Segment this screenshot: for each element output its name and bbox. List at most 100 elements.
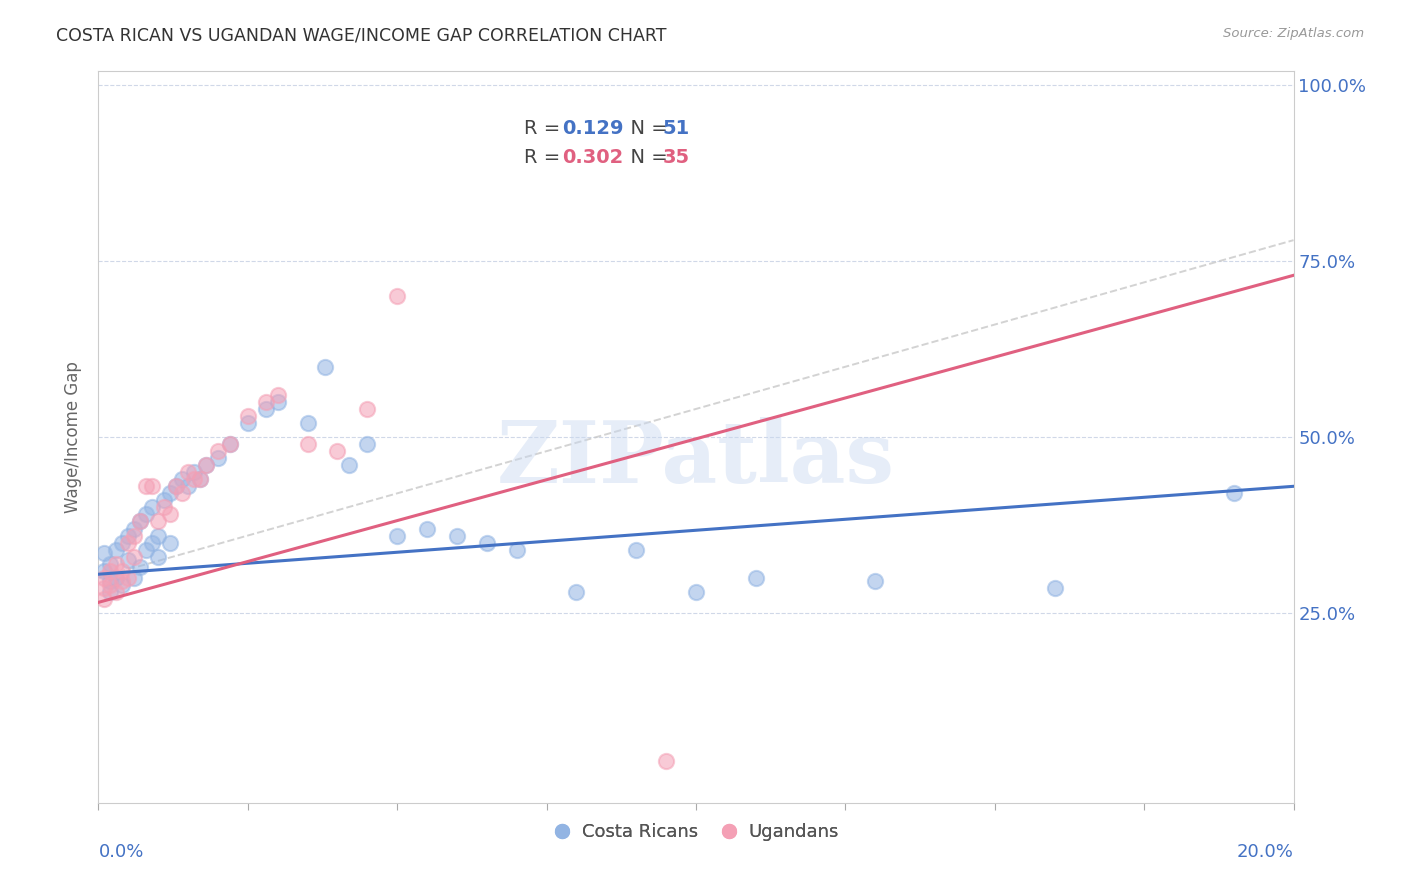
Point [124, 549, 146, 564]
Text: N =: N = [619, 119, 675, 138]
Point [339, 458, 361, 473]
Text: COSTA RICAN VS UGANDAN WAGE/INCOME GAP CORRELATION CHART: COSTA RICAN VS UGANDAN WAGE/INCOME GAP C… [56, 27, 666, 45]
Point [98, 584, 122, 599]
Point [236, 409, 259, 423]
Point [326, 444, 349, 458]
Point [159, 486, 181, 500]
Point [93, 546, 115, 560]
Text: 20.0%: 20.0% [1237, 843, 1294, 861]
Point [93, 564, 115, 578]
Point [177, 479, 200, 493]
Point [506, 542, 529, 557]
Point [98, 574, 122, 589]
Point [195, 458, 218, 473]
Point [129, 515, 152, 529]
Point [153, 493, 176, 508]
Point [297, 416, 319, 430]
Point [117, 528, 139, 542]
Point [111, 578, 134, 592]
Point [117, 553, 139, 567]
Text: ZIPatlas: ZIPatlas [496, 417, 896, 501]
Point [685, 584, 707, 599]
Point [188, 472, 211, 486]
Point [129, 515, 152, 529]
Point [177, 465, 200, 479]
Point [254, 401, 277, 416]
Text: 0.129: 0.129 [562, 119, 624, 138]
Point [565, 584, 588, 599]
Point [207, 451, 229, 466]
Point [148, 515, 170, 529]
Point [105, 584, 128, 599]
Point [219, 437, 242, 451]
Point [475, 535, 498, 549]
Point [93, 571, 115, 585]
Point [98, 557, 122, 571]
Point [254, 395, 277, 409]
Point [129, 560, 152, 574]
Point [356, 401, 378, 416]
Point [385, 528, 409, 542]
Point [267, 388, 290, 402]
Point [124, 528, 146, 542]
Point [98, 564, 122, 578]
Point [356, 437, 378, 451]
Point [385, 289, 409, 303]
Point [297, 437, 319, 451]
Text: 51: 51 [662, 119, 690, 138]
Point [117, 571, 139, 585]
Point [165, 479, 187, 493]
Point [141, 479, 163, 493]
Point [105, 571, 128, 585]
Point [111, 564, 134, 578]
Point [117, 535, 139, 549]
Point [105, 542, 128, 557]
Point [626, 542, 648, 557]
Point [267, 395, 290, 409]
Text: R =: R = [524, 119, 567, 138]
Point [159, 508, 181, 522]
Point [105, 557, 128, 571]
Text: R =: R = [524, 148, 567, 167]
Point [172, 486, 194, 500]
Point [93, 582, 115, 596]
Point [183, 472, 205, 486]
Text: 0.302: 0.302 [562, 148, 623, 167]
Point [135, 542, 157, 557]
Point [141, 535, 163, 549]
Text: 35: 35 [662, 148, 689, 167]
Point [135, 479, 157, 493]
Point [148, 549, 170, 564]
Point [446, 528, 468, 542]
Point [745, 571, 768, 585]
Point [1043, 582, 1066, 596]
Point [153, 500, 176, 515]
Point [135, 508, 157, 522]
Text: N =: N = [619, 148, 675, 167]
Text: 0.0%: 0.0% [98, 843, 143, 861]
Point [655, 754, 678, 768]
Point [124, 521, 146, 535]
Point [165, 479, 187, 493]
Point [93, 591, 115, 606]
Point [236, 416, 259, 430]
Point [183, 465, 205, 479]
Point [98, 578, 122, 592]
Point [865, 574, 887, 589]
Point [172, 472, 194, 486]
Point [141, 500, 163, 515]
Point [124, 571, 146, 585]
Text: Source: ZipAtlas.com: Source: ZipAtlas.com [1223, 27, 1364, 40]
Point [195, 458, 218, 473]
Point [159, 535, 181, 549]
Point [111, 574, 134, 589]
Point [1223, 486, 1246, 500]
Point [416, 521, 439, 535]
Point [315, 359, 337, 374]
Y-axis label: Wage/Income Gap: Wage/Income Gap [65, 361, 83, 513]
Legend: Costa Ricans, Ugandans: Costa Ricans, Ugandans [546, 816, 846, 848]
Point [207, 444, 229, 458]
Point [148, 528, 170, 542]
Point [188, 472, 211, 486]
Point [111, 535, 134, 549]
